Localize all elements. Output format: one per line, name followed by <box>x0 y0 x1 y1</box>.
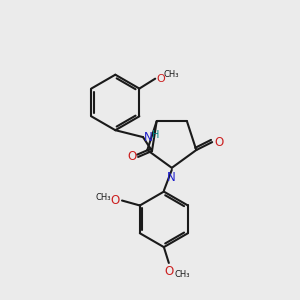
Text: CH₃: CH₃ <box>175 270 190 279</box>
Text: N: N <box>144 130 153 144</box>
Text: O: O <box>214 136 224 148</box>
Text: O: O <box>164 265 173 278</box>
Text: O: O <box>111 194 120 207</box>
Text: O: O <box>127 150 136 164</box>
Text: H: H <box>152 130 159 140</box>
Text: CH₃: CH₃ <box>96 193 111 202</box>
Text: CH₃: CH₃ <box>163 70 178 79</box>
Text: O: O <box>156 74 165 84</box>
Text: N: N <box>167 171 175 184</box>
